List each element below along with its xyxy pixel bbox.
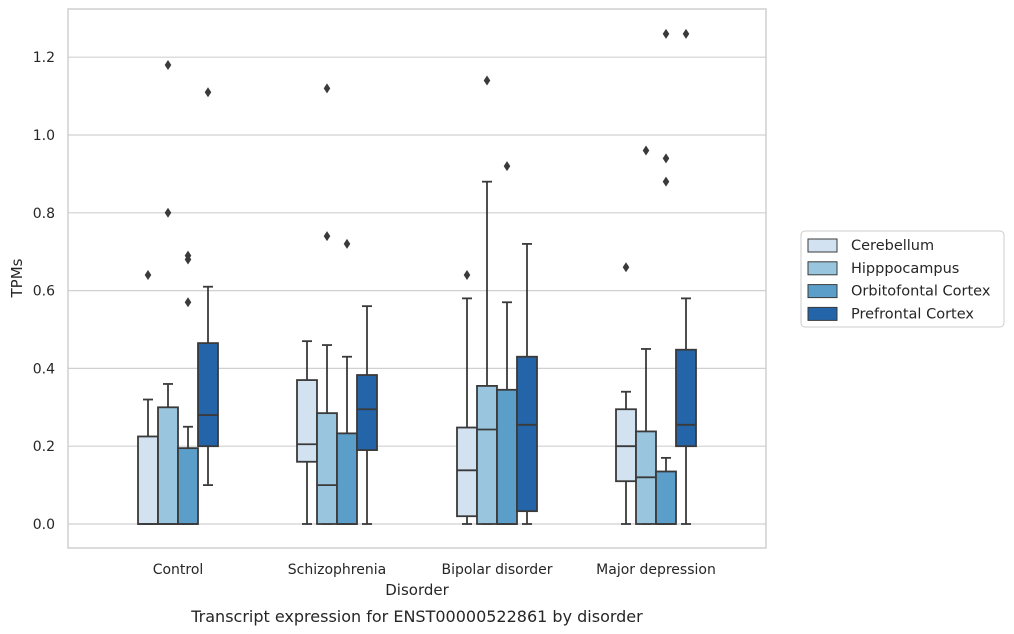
box-group [476, 75, 498, 525]
y-axis-title: TPMs [8, 258, 26, 298]
box-group [296, 340, 318, 525]
box [336, 432, 358, 525]
x-tick-label: Control [153, 562, 204, 578]
x-axis-ticks: Control Schizophrenia Bipolar disorder Majo… [153, 562, 716, 578]
box-group [137, 270, 159, 525]
box-group [615, 262, 637, 525]
y-tick-label: 0.0 [33, 517, 55, 533]
outlier-point [483, 75, 491, 86]
box [137, 435, 159, 525]
outlier-point [164, 207, 172, 218]
legend-label: Hipppocampus [851, 261, 959, 277]
legend-swatch [807, 238, 838, 253]
box-group [516, 243, 538, 525]
box-group [197, 87, 219, 487]
box-group [655, 28, 677, 525]
box [456, 426, 478, 518]
outlier-point [682, 28, 690, 39]
box [675, 348, 697, 448]
box-group [157, 59, 179, 525]
outlier-point [184, 297, 192, 308]
x-tick-label: Bipolar disorder [441, 562, 552, 578]
y-tick-label: 0.2 [33, 439, 55, 455]
box-group [336, 238, 358, 525]
box [177, 447, 199, 525]
legend-swatch [807, 284, 838, 299]
figure-caption: Transcript expression for ENST0000052286… [190, 607, 643, 626]
y-tick-label: 1.0 [33, 128, 55, 144]
y-tick-label: 1.2 [33, 50, 55, 66]
box [197, 342, 219, 448]
plot-area-frame [67, 8, 767, 549]
y-tick-label: 0.8 [33, 206, 55, 222]
outlier-point [642, 145, 650, 156]
box-group [496, 161, 518, 525]
box [157, 406, 179, 525]
box [476, 385, 498, 525]
outlier-point [662, 176, 670, 187]
x-axis-title: Disorder [385, 581, 449, 599]
legend-label: Prefrontal Cortex [851, 306, 974, 322]
legend: Cerebellum Hipppocampus Orbitofontal Corte… [800, 230, 1005, 328]
outlier-point [463, 270, 471, 281]
outlier-point [503, 161, 511, 172]
outlier-point [323, 231, 331, 242]
box-group [635, 145, 657, 525]
legend-label: Cerebellum [851, 238, 934, 254]
box [516, 355, 538, 513]
outlier-point [662, 153, 670, 164]
legend-frame [800, 230, 1005, 328]
box [356, 374, 378, 451]
legend-swatch [807, 261, 838, 276]
box [655, 470, 677, 525]
outlier-point [164, 59, 172, 70]
outlier-point [204, 87, 212, 98]
box [296, 379, 318, 463]
y-tick-label: 0.6 [33, 284, 55, 300]
outlier-point [343, 238, 351, 249]
outlier-point [144, 270, 152, 281]
legend-items: Cerebellum Hipppocampus Orbitofontal Corte… [807, 238, 991, 322]
boxes [137, 28, 697, 525]
x-tick-label: Major depression [596, 562, 716, 578]
box-group [675, 28, 697, 525]
y-tick-label: 0.4 [33, 361, 55, 377]
outlier-point [323, 83, 331, 94]
box-group [316, 83, 338, 525]
x-tick-label: Schizophrenia [288, 562, 386, 578]
box-group [356, 305, 378, 525]
legend-swatch [807, 306, 838, 321]
outlier-point [622, 262, 630, 273]
box [316, 412, 338, 525]
box-group [456, 270, 478, 525]
box-group [177, 250, 199, 525]
gridlines [68, 56, 766, 525]
box [615, 408, 637, 483]
box [496, 388, 518, 525]
y-axis-ticks: 0.0 0.2 0.4 0.6 0.8 1.0 1.2 [33, 50, 55, 533]
outlier-point [662, 28, 670, 39]
outlier-point [184, 254, 192, 265]
legend-label: Orbitofontal Cortex [851, 284, 991, 300]
